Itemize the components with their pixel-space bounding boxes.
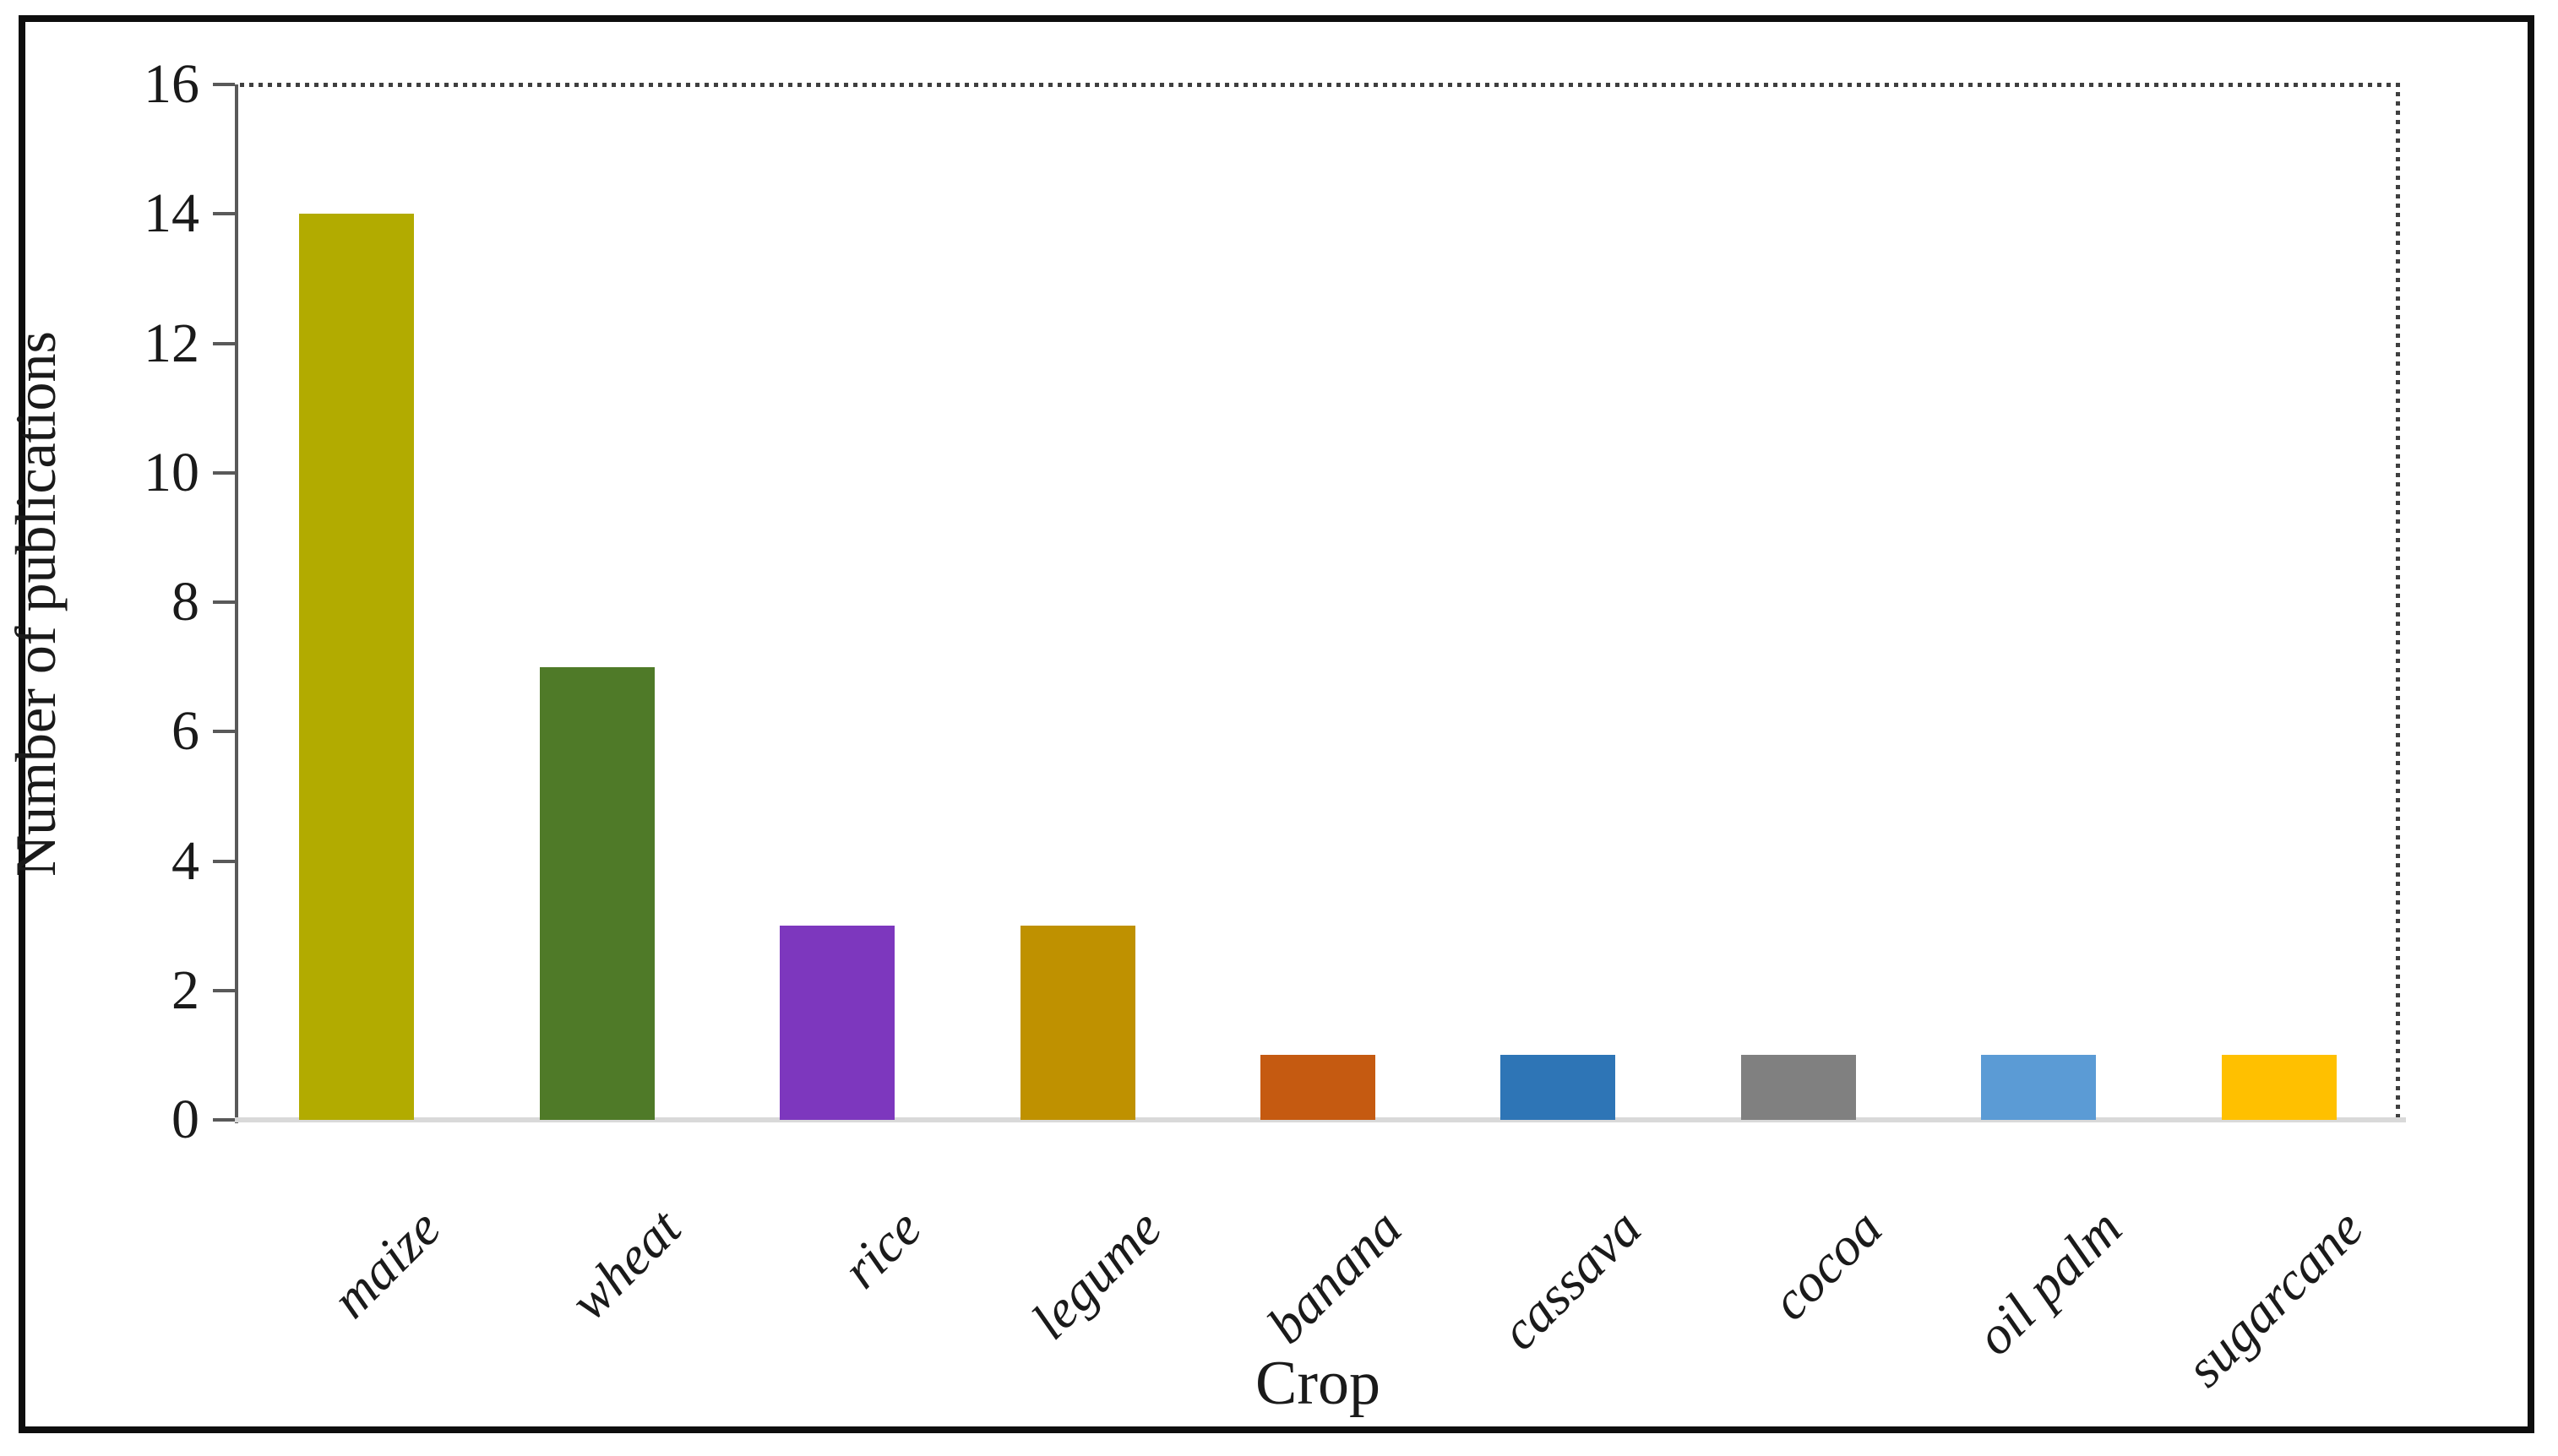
bar-cassava <box>1500 1055 1615 1120</box>
y-tick <box>213 989 235 992</box>
figure-frame <box>19 15 2534 1433</box>
y-tick <box>213 342 235 345</box>
y-tick-label: 10 <box>144 442 199 503</box>
y-tick <box>213 471 235 475</box>
bar-rice <box>780 926 895 1120</box>
y-tick <box>213 212 235 215</box>
y-axis-line <box>235 84 238 1123</box>
plot-border-right-dotted <box>2396 83 2400 1121</box>
y-tick <box>213 1118 235 1122</box>
plot-border-top-dotted <box>240 83 2399 87</box>
y-tick <box>213 600 235 604</box>
y-tick-label: 4 <box>171 830 199 892</box>
y-tick-label: 16 <box>144 53 199 115</box>
bar-banana <box>1260 1055 1375 1120</box>
x-axis-title: Crop <box>1255 1349 1380 1418</box>
x-axis-baseline <box>235 1117 2406 1122</box>
bar-sugarcane <box>2222 1055 2337 1120</box>
y-tick-label: 8 <box>171 571 199 633</box>
y-tick <box>213 860 235 863</box>
bar-legume <box>1020 926 1135 1120</box>
bar-cocoa <box>1741 1055 1856 1120</box>
y-tick <box>213 83 235 86</box>
bar-wheat <box>540 667 655 1120</box>
y-tick-label: 0 <box>171 1089 199 1150</box>
y-tick-label: 12 <box>144 312 199 374</box>
y-tick <box>213 730 235 733</box>
bar-oil-palm <box>1981 1055 2096 1120</box>
y-tick-label: 14 <box>144 182 199 244</box>
y-tick-label: 2 <box>171 959 199 1021</box>
bar-maize <box>299 214 414 1120</box>
y-tick-label: 6 <box>171 700 199 762</box>
